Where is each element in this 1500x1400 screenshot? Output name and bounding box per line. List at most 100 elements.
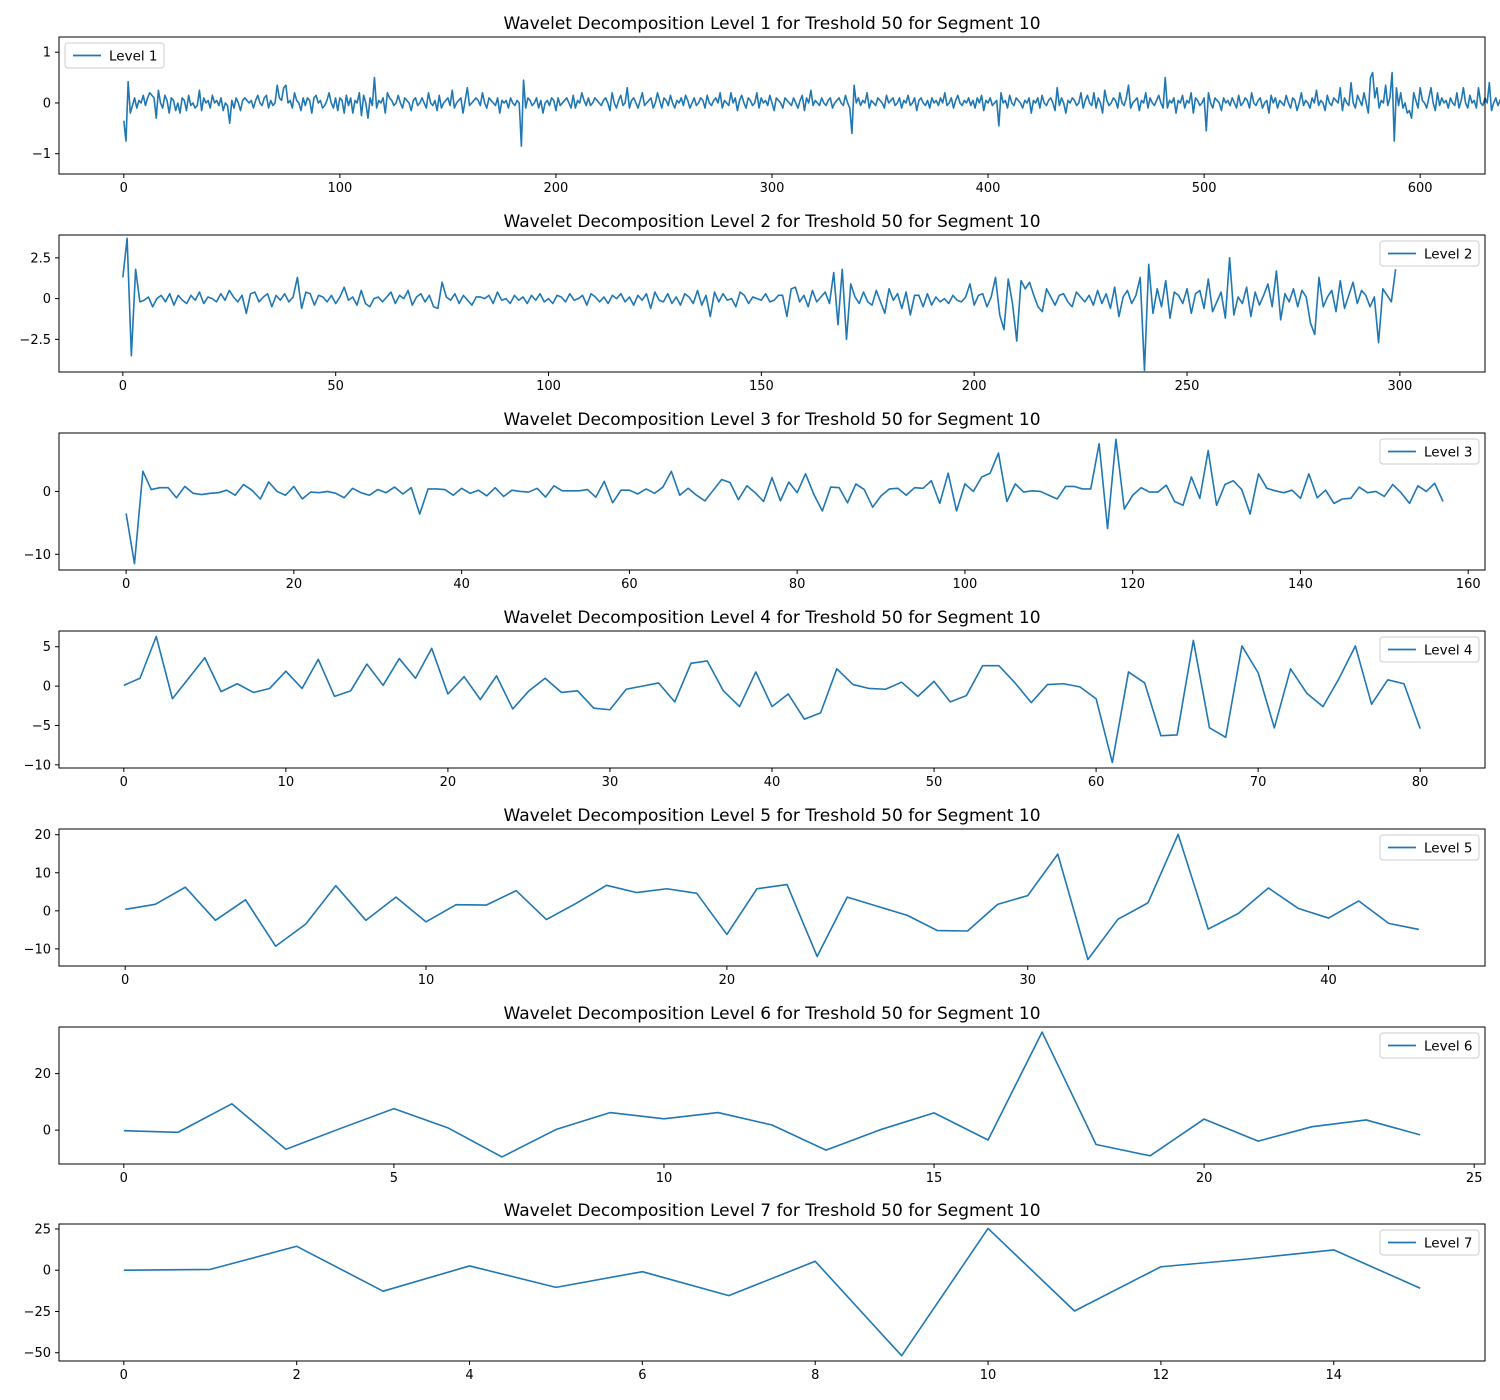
x-tick-label: 0 [122, 577, 130, 592]
x-tick-label: 40 [764, 775, 781, 790]
x-tick-label: 50 [926, 775, 943, 790]
subplot-level-6: Wavelet Decomposition Level 6 for Tresho… [34, 1004, 1486, 1186]
legend-box [1379, 1229, 1480, 1256]
legend-box [1379, 1032, 1480, 1059]
y-tick-label: −10 [24, 758, 51, 773]
x-tick-label: 100 [536, 379, 561, 394]
series-line-level-1 [123, 71, 1500, 147]
legend: Level 4 [1379, 636, 1480, 663]
y-tick-label: 25 [34, 1222, 51, 1237]
y-tick-label: −1 [32, 147, 51, 162]
x-tick-label: 0 [120, 181, 128, 196]
legend-label: Level 5 [1424, 841, 1473, 857]
y-tick-label: 20 [34, 828, 51, 843]
subplot-level-1: Wavelet Decomposition Level 1 for Tresho… [32, 14, 1500, 196]
x-tick-label: 600 [1408, 181, 1433, 196]
x-tick-label: 0 [120, 775, 128, 790]
x-tick-label: 500 [1192, 181, 1217, 196]
legend: Level 7 [1379, 1229, 1480, 1256]
x-tick-label: 250 [1175, 379, 1200, 394]
x-tick-label: 30 [1019, 973, 1036, 988]
y-tick-label: −50 [24, 1346, 51, 1361]
plot-frame [58, 828, 1486, 967]
x-tick-label: 4 [465, 1368, 473, 1383]
plot-frame [58, 630, 1486, 769]
x-tick-label: 0 [121, 973, 129, 988]
x-tick-label: 140 [1288, 577, 1313, 592]
y-tick-label: −25 [24, 1305, 51, 1320]
subplot-level-2: Wavelet Decomposition Level 2 for Tresho… [19, 212, 1486, 394]
x-tick-label: 10 [418, 973, 435, 988]
x-tick-label: 25 [1466, 1171, 1483, 1186]
x-tick-label: 200 [544, 181, 569, 196]
x-tick-label: 10 [980, 1368, 997, 1383]
legend-label: Level 7 [1424, 1236, 1473, 1252]
x-tick-label: 100 [953, 577, 978, 592]
x-tick-label: 10 [278, 775, 295, 790]
y-tick-label: 0 [43, 680, 51, 695]
y-tick-label: 1 [43, 46, 51, 61]
x-tick-label: 80 [789, 577, 806, 592]
x-tick-label: 0 [120, 1368, 128, 1383]
x-tick-label: 10 [656, 1171, 673, 1186]
x-tick-label: 20 [286, 577, 303, 592]
legend-box [1379, 636, 1480, 663]
y-tick-label: 0 [43, 1124, 51, 1139]
y-tick-label: 2.5 [30, 251, 51, 266]
x-tick-label: 2 [293, 1368, 301, 1383]
legend-box [1379, 834, 1480, 861]
y-tick-label: 20 [34, 1067, 51, 1082]
x-tick-label: 50 [327, 379, 344, 394]
subplot-level-7: Wavelet Decomposition Level 7 for Tresho… [24, 1201, 1486, 1383]
y-tick-label: −10 [24, 942, 51, 957]
x-tick-label: 0 [120, 1171, 128, 1186]
x-tick-label: 8 [811, 1368, 819, 1383]
x-tick-label: 400 [976, 181, 1001, 196]
y-tick-label: 0 [43, 904, 51, 919]
x-tick-label: 14 [1325, 1368, 1342, 1383]
legend-label: Level 6 [1424, 1039, 1473, 1055]
y-tick-label: 5 [43, 640, 51, 655]
x-tick-label: 100 [327, 181, 352, 196]
y-tick-label: 0 [43, 485, 51, 500]
x-tick-label: 60 [1088, 775, 1105, 790]
legend-label: Level 3 [1424, 445, 1473, 461]
series-line-level-4 [123, 635, 1421, 764]
subplot-level-4: Wavelet Decomposition Level 4 for Tresho… [24, 608, 1486, 790]
x-tick-label: 80 [1412, 775, 1429, 790]
legend: Level 6 [1379, 1032, 1480, 1059]
plot-frame [58, 234, 1486, 373]
x-tick-label: 160 [1456, 577, 1481, 592]
x-tick-label: 6 [638, 1368, 646, 1383]
legend-box [1379, 240, 1480, 267]
x-tick-label: 200 [962, 379, 987, 394]
legend: Level 3 [1379, 438, 1480, 465]
y-tick-label: 0 [43, 1264, 51, 1279]
legend: Level 1 [64, 42, 165, 69]
subplot-title: Wavelet Decomposition Level 7 for Tresho… [503, 1201, 1040, 1221]
legend: Level 2 [1379, 240, 1480, 267]
subplot-title: Wavelet Decomposition Level 1 for Tresho… [503, 14, 1040, 34]
legend-box [64, 42, 165, 69]
series-line-level-6 [123, 1031, 1421, 1158]
x-tick-label: 300 [760, 181, 785, 196]
series-line-level-5 [125, 833, 1419, 961]
x-tick-label: 30 [602, 775, 619, 790]
y-tick-label: 10 [34, 866, 51, 881]
y-tick-label: 0 [43, 96, 51, 111]
series-line-level-7 [123, 1227, 1421, 1357]
plot-frame [58, 432, 1486, 571]
x-tick-label: 12 [1153, 1368, 1170, 1383]
legend-box [1379, 438, 1480, 465]
x-tick-label: 40 [453, 577, 470, 592]
plot-frame [58, 1026, 1486, 1165]
y-tick-label: 0 [43, 292, 51, 307]
subplot-level-5: Wavelet Decomposition Level 5 for Tresho… [24, 806, 1486, 988]
legend-label: Level 1 [109, 49, 158, 65]
x-tick-label: 15 [926, 1171, 943, 1186]
x-tick-label: 20 [1196, 1171, 1213, 1186]
x-tick-label: 300 [1387, 379, 1412, 394]
x-tick-label: 20 [440, 775, 457, 790]
legend-label: Level 4 [1424, 643, 1473, 659]
